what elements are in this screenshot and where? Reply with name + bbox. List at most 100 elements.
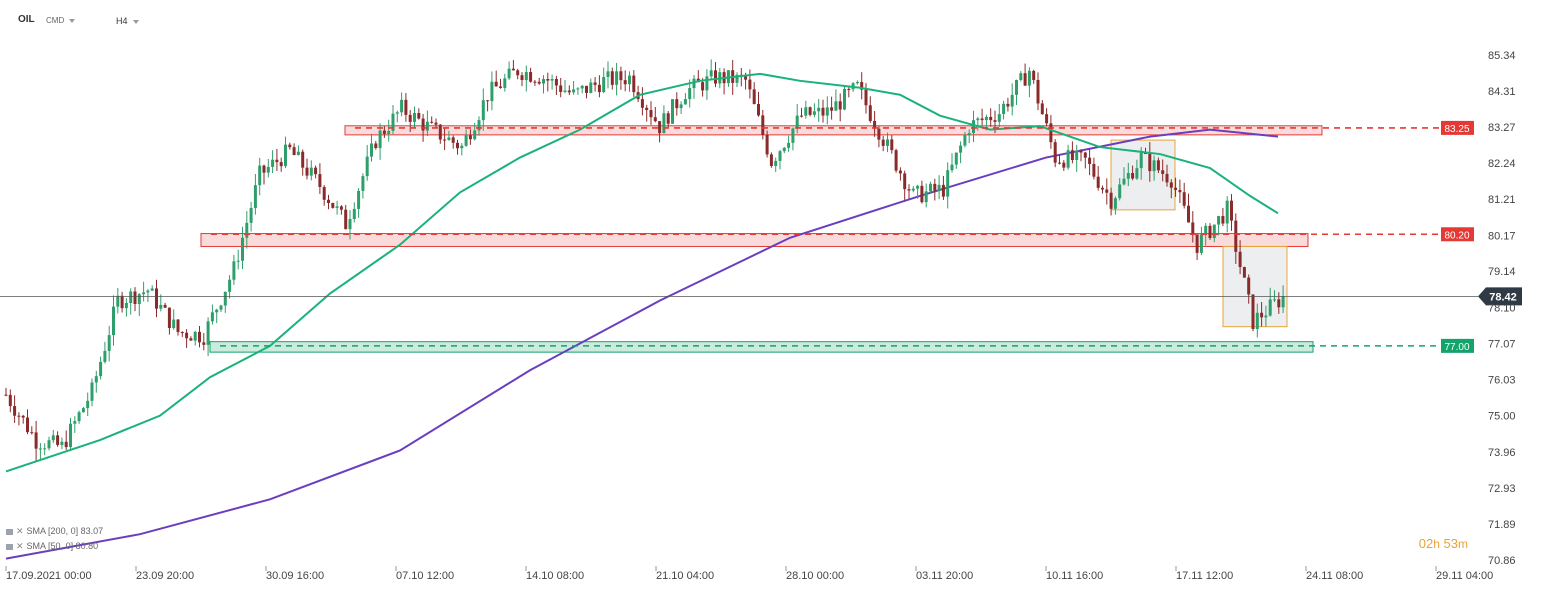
candle-body [967,133,971,136]
candle-body [1174,187,1178,190]
candle-body [507,68,511,79]
candle-body [56,435,60,445]
candle-body [602,76,606,93]
candle-body [580,85,584,89]
candle-body [172,319,176,328]
candle-body [1066,150,1070,168]
candle-body [185,332,189,339]
candle-body [301,151,305,168]
candle-body [920,185,924,203]
candle-body [1131,173,1135,179]
candle-body [640,99,644,108]
candle-body [447,137,451,141]
sma50-legend-text: SMA [50, 0] 80.80 [26,541,99,551]
candle-body [26,417,29,433]
sma200-legend-text: SMA [200, 0] 83.07 [26,526,104,536]
candle-body [1135,168,1139,179]
candle-body [886,139,889,146]
sma200-legend[interactable]: ✕ SMA [200, 0] 83.07 [6,526,103,537]
candle-body [318,174,322,188]
market-selector[interactable]: CMD [46,16,76,25]
candle-body [477,120,481,131]
candle-body [198,331,201,343]
candle-body [249,207,253,223]
close-icon[interactable]: ✕ [16,526,24,536]
candle-body [51,435,55,441]
candle-body [120,295,124,309]
candle-body [460,145,464,149]
timeframe-selector[interactable]: H4 [116,16,139,26]
candle-body [1204,225,1208,235]
candle-body [1165,173,1169,183]
candle-body [1045,114,1049,124]
price-tick-label: 78.10 [1488,303,1516,315]
instrument-symbol[interactable]: OIL [18,14,35,25]
candle-body [288,144,292,148]
candle-body [266,166,270,173]
candle-body [1019,73,1023,81]
candle-body [339,206,343,210]
candle-body [34,432,38,449]
candle-body [86,400,90,409]
candle-body [701,82,705,91]
candle-body [124,302,128,309]
candle-body [795,115,799,129]
candle-body [99,361,103,377]
price-tick-label: 84.31 [1488,86,1516,98]
countdown-h-unit: h [1433,537,1440,551]
candle-body [180,332,184,334]
candle-body [744,76,748,80]
candle-body [421,118,425,131]
candle-body [1273,299,1276,301]
candle-body [847,88,851,90]
candle-body [129,291,133,303]
price-tick-label: 82.24 [1488,158,1516,170]
candle-body [81,408,85,413]
candle-body [1010,94,1014,107]
candle-body [451,137,455,143]
candle-body [946,170,950,197]
symbol-label: OIL [18,14,35,25]
candle-body [43,448,47,450]
candle-body [752,89,756,104]
candle-body [817,107,821,112]
price-zone [209,341,1314,353]
close-icon[interactable]: ✕ [16,541,24,551]
candle-body [137,294,141,305]
price-tick-label: 80.17 [1488,230,1516,242]
sma50-legend[interactable]: ✕ SMA [50, 0] 80.80 [6,541,98,552]
time-tick-label: 17.09.2021 00:00 [6,570,92,582]
chevron-down-icon[interactable] [69,18,76,23]
candle-body [615,71,619,85]
candle-body [107,335,111,351]
level-tag-label: 77.00 [1444,342,1469,353]
time-tick-label: 07.10 12:00 [396,570,454,582]
candle-body [911,188,915,191]
candle-body [163,304,167,308]
candle-body [653,117,657,122]
candle-body [748,79,752,90]
candle-body [1126,173,1130,179]
candle-body [890,139,894,151]
candle-body [223,291,227,306]
chevron-down-icon[interactable] [132,19,139,24]
candle-body [8,394,12,407]
candle-body [855,82,859,84]
candle-body [1195,234,1199,253]
candle-body [193,331,197,341]
candle-body [894,150,898,171]
candle-body [395,112,399,114]
candle-body [825,107,829,116]
candle-body [284,144,287,167]
price-tick-label: 70.86 [1488,555,1516,567]
candle-body [593,82,597,85]
candle-body [769,154,773,166]
candle-body [378,130,382,149]
consolidation-box [1110,139,1176,211]
candle-body [258,165,262,186]
candle-body [253,185,257,208]
indicator-icon [6,528,13,535]
candle-body [69,423,72,448]
candle-body [757,103,760,116]
